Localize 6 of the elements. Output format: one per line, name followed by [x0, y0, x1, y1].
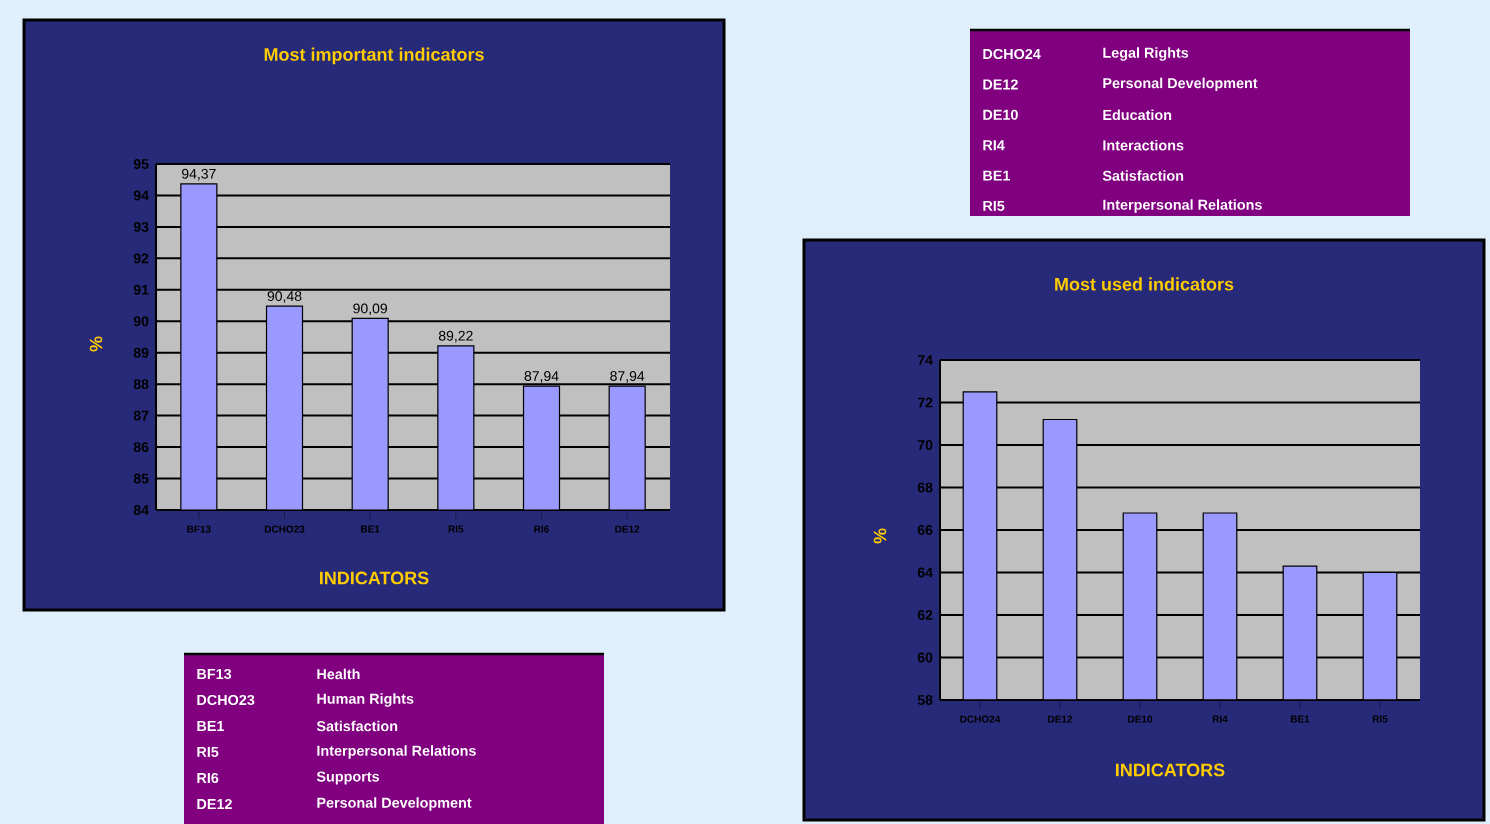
x-axis-title: INDICATORS [1116, 763, 1225, 777]
chart-title: Most used indicators [1055, 277, 1234, 291]
x-axis-title: INDICATORS [320, 571, 429, 585]
y-axis-title: % [89, 336, 103, 352]
y-axis-title: % [873, 528, 887, 544]
chart-title: Most important indicators [264, 47, 484, 65]
